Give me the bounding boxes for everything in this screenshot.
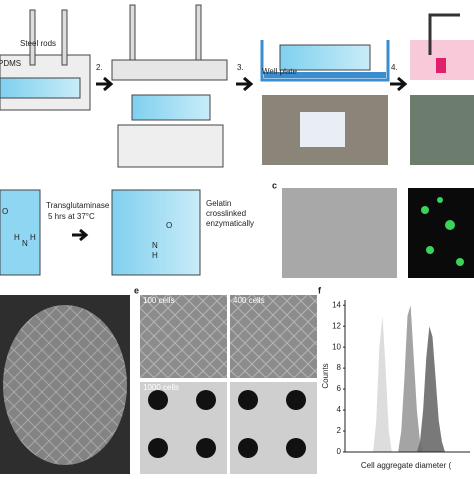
step: 2. — [96, 63, 103, 72]
y-tick-label: 14 — [332, 300, 341, 309]
label: PDMS — [0, 59, 21, 68]
y-tick-label: 12 — [332, 321, 341, 330]
tile-100 — [140, 295, 227, 378]
tile-400 — [230, 295, 317, 378]
label: 5 hrs at 37°C — [48, 212, 95, 221]
y-tick-label: 0 — [337, 447, 342, 456]
gelatin-schematic — [0, 189, 41, 276]
fluorescent-cells — [421, 197, 464, 266]
y-axis-title: Counts — [321, 363, 330, 388]
well-plate-diagram — [260, 40, 390, 82]
step: 4. — [391, 63, 398, 72]
culture-diagram — [410, 13, 474, 80]
chem: N — [22, 239, 28, 248]
chem: H — [30, 233, 36, 242]
chem: O — [166, 221, 172, 230]
microwell-array — [3, 305, 127, 465]
tile-label: 100 cells — [143, 296, 175, 305]
chem: O — [2, 207, 8, 216]
panel-label: f — [318, 285, 322, 295]
panel-label: e — [134, 285, 139, 295]
step: 3. — [237, 63, 244, 72]
label: Gelatin — [206, 199, 231, 208]
histogram-area — [370, 326, 452, 452]
arrow — [390, 76, 408, 92]
axes — [344, 300, 470, 453]
tile-label: 400 cells — [233, 296, 265, 305]
chem: H — [152, 251, 158, 260]
schematic-mold-2 — [111, 4, 228, 168]
y-tick-label: 2 — [337, 426, 342, 435]
label: Transglutaminase — [46, 201, 110, 210]
schematic-mold-1 — [0, 9, 91, 111]
chem: N — [152, 241, 158, 250]
arrow — [96, 76, 114, 92]
y-tick-label: 6 — [337, 384, 342, 393]
micrograph-brightfield — [282, 188, 397, 278]
label: Steel rods — [20, 39, 56, 48]
y-tick-label: 10 — [332, 342, 341, 351]
label: crosslinked — [206, 209, 246, 218]
histogram-area — [370, 315, 452, 452]
arrow — [72, 228, 89, 242]
chem: H — [14, 233, 20, 242]
histogram-area — [370, 305, 452, 452]
panel-label: c — [272, 180, 277, 190]
arrow — [236, 76, 254, 92]
tile-label: 1000 cells — [143, 383, 179, 392]
y-tick-label: 4 — [337, 405, 342, 414]
photo-culture — [410, 95, 474, 165]
label: Well plate — [262, 67, 298, 76]
label: enzymatically — [206, 219, 254, 228]
x-axis-title: Cell aggregate diameter ( — [361, 461, 452, 470]
aggregates — [148, 390, 306, 458]
crosslinked-schematic — [111, 189, 201, 276]
y-tick-label: 8 — [337, 363, 342, 372]
photo-gel — [300, 112, 345, 147]
